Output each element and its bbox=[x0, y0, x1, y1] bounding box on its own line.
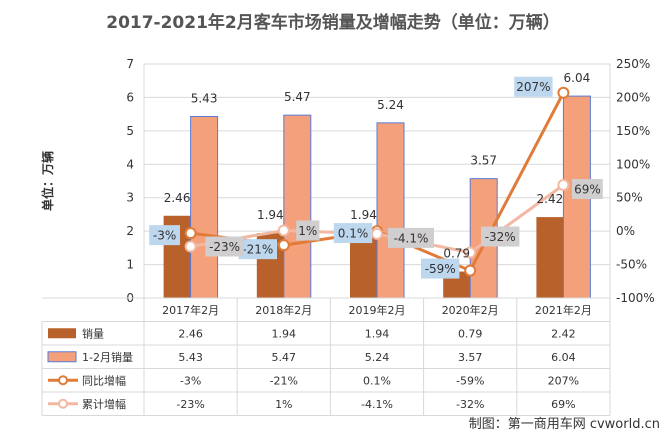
growth-label-box bbox=[388, 227, 434, 248]
x-category-label: 2018年2月 bbox=[255, 303, 312, 317]
legend-label: 销量 bbox=[82, 326, 104, 340]
cumulative-growth-label: -4.1% bbox=[394, 231, 429, 245]
table-cell: 1% bbox=[275, 398, 292, 411]
point-cumulative-growth bbox=[184, 240, 197, 253]
x-category-label: 2021年2月 bbox=[535, 303, 592, 317]
growth-label-box bbox=[238, 239, 277, 260]
bar-ytd-label: 5.47 bbox=[284, 90, 311, 104]
table-cell: 2.46 bbox=[178, 327, 203, 340]
y-tick-label: 1 bbox=[126, 258, 134, 272]
point-cumulative-growth bbox=[557, 179, 570, 192]
bar-ytd-label: 5.24 bbox=[377, 98, 404, 112]
yoy-growth-label: -3% bbox=[153, 229, 176, 243]
yoy-growth-label: 0.1% bbox=[338, 227, 369, 241]
table-cell: 1.94 bbox=[272, 327, 297, 340]
y2-tick-label: 200% bbox=[616, 90, 650, 104]
legend-marker bbox=[58, 375, 68, 386]
growth-label-box bbox=[514, 76, 553, 97]
growth-label-box bbox=[481, 226, 520, 247]
x-category-label: 2019年2月 bbox=[349, 303, 406, 317]
table-cell: 6.04 bbox=[551, 351, 576, 364]
y2-tick-label: 100% bbox=[616, 157, 650, 171]
table-cell: -23% bbox=[176, 398, 204, 411]
bar-ytd-label: 3.57 bbox=[470, 154, 497, 168]
table-cell: 5.43 bbox=[178, 351, 203, 364]
bar-ytd-sales bbox=[190, 115, 219, 299]
x-category-label: 2017年2月 bbox=[162, 303, 219, 317]
point-yoy-growth bbox=[277, 239, 290, 252]
yoy-growth-label: 207% bbox=[516, 80, 550, 94]
point-cumulative-growth bbox=[371, 227, 383, 240]
bar-sales-label: 2.42 bbox=[537, 192, 564, 206]
legend-label: 累计增幅 bbox=[82, 397, 126, 411]
bar-sales-label: 1.94 bbox=[257, 208, 284, 222]
growth-label-box bbox=[205, 236, 244, 257]
table-cell: 0.79 bbox=[458, 327, 483, 340]
y-axis-label: 单位：万辆 bbox=[40, 151, 55, 211]
growth-label-box bbox=[333, 223, 373, 244]
y2-tick-label: -100% bbox=[616, 291, 655, 305]
cumulative-growth-label: 1% bbox=[298, 224, 317, 238]
table-cell: 5.47 bbox=[272, 351, 297, 364]
point-cumulative-growth bbox=[277, 224, 290, 237]
table-cell: -3% bbox=[180, 374, 201, 387]
legend-label: 1-2月销量 bbox=[82, 350, 133, 364]
y-tick-label: 7 bbox=[126, 57, 134, 71]
y2-tick-label: -50% bbox=[616, 258, 647, 272]
y-tick-label: 2 bbox=[126, 224, 134, 238]
bar-sales bbox=[350, 233, 377, 298]
table-cell: 69% bbox=[551, 398, 575, 411]
table-cell: -21% bbox=[270, 374, 298, 387]
bar-sales bbox=[536, 217, 564, 298]
y-tick-label: 4 bbox=[126, 157, 134, 171]
table-cell: -59% bbox=[456, 374, 484, 387]
growth-label-box bbox=[149, 225, 180, 246]
yoy-growth-label: -59% bbox=[425, 262, 456, 276]
y2-tick-label: 150% bbox=[616, 124, 650, 138]
bar-ytd-sales bbox=[376, 122, 405, 299]
cumulative-growth-label: -23% bbox=[209, 240, 240, 254]
bar-ytd-sales bbox=[283, 114, 312, 299]
legend-swatch bbox=[47, 351, 77, 363]
y2-tick-label: 0% bbox=[616, 224, 635, 238]
growth-label-box bbox=[296, 220, 320, 241]
y-tick-label: 6 bbox=[126, 90, 134, 104]
yoy-growth-label: -21% bbox=[242, 243, 273, 257]
legend-label: 同比增幅 bbox=[82, 373, 126, 387]
point-yoy-growth bbox=[184, 227, 197, 240]
y-tick-label: 3 bbox=[126, 191, 134, 205]
bar-sales-label: 1.94 bbox=[350, 208, 377, 222]
legend-marker bbox=[58, 398, 68, 409]
table-cell: -32% bbox=[456, 398, 484, 411]
bar-ytd-label: 5.43 bbox=[191, 91, 218, 105]
cumulative-growth-label: 69% bbox=[574, 183, 601, 197]
bar-ytd-label: 6.04 bbox=[564, 71, 591, 85]
table-cell: 1.94 bbox=[365, 327, 390, 340]
y2-tick-label: 50% bbox=[616, 191, 643, 205]
bar-sales-label: 2.46 bbox=[164, 191, 191, 205]
point-cumulative-growth bbox=[464, 246, 477, 259]
chart-title: 2017-2021年2月客车市场销量及增幅走势（单位：万辆） bbox=[106, 12, 560, 33]
source-credit: 制图：第一商用车网 cvworld.cn bbox=[469, 416, 660, 432]
table-cell: -4.1% bbox=[361, 398, 393, 411]
growth-label-box bbox=[421, 258, 460, 279]
bar-sales-label: 0.79 bbox=[443, 247, 470, 261]
y-tick-label: 5 bbox=[126, 124, 134, 138]
table-cell: 5.24 bbox=[365, 351, 390, 364]
table-cell: 3.57 bbox=[458, 351, 483, 364]
point-yoy-growth bbox=[464, 264, 477, 277]
table-cell: 0.1% bbox=[363, 374, 391, 387]
cumulative-growth-label: -32% bbox=[485, 230, 516, 244]
growth-label-box bbox=[572, 179, 603, 200]
legend-swatch bbox=[48, 328, 76, 339]
x-category-label: 2020年2月 bbox=[442, 303, 499, 317]
table-cell: 2.42 bbox=[551, 327, 576, 340]
table-cell: 207% bbox=[548, 374, 579, 387]
point-yoy-growth bbox=[557, 86, 570, 99]
y2-tick-label: 250% bbox=[616, 57, 650, 71]
